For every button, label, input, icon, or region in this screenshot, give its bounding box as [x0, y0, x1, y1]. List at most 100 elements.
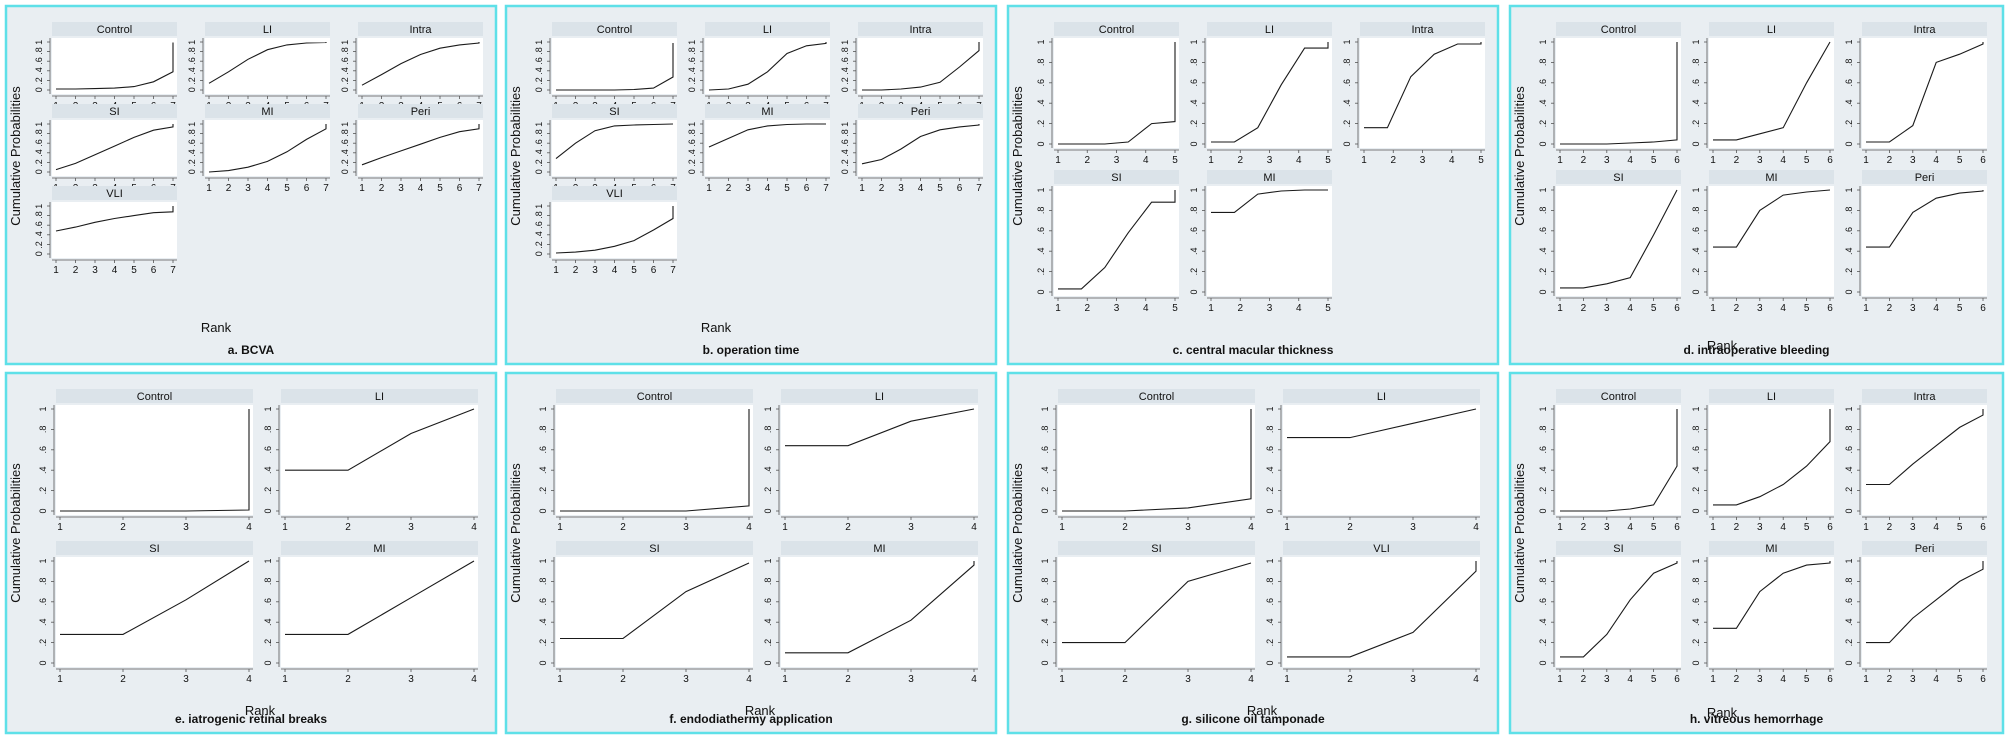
- x-tick-label: 1: [282, 674, 288, 685]
- series-line-peri: [861, 124, 980, 165]
- panel-a: Cumulative Probabilities a. BCVA Rank Contr…: [4, 4, 498, 366]
- y-tick-label: 0: [763, 660, 773, 665]
- subplot-title: LI: [763, 24, 772, 36]
- y-tick-label: 0: [1538, 289, 1548, 294]
- x-tick-label: 3: [1420, 155, 1426, 166]
- y-tick-label: .4: [1538, 618, 1548, 626]
- x-tick-label: 2: [1122, 674, 1128, 685]
- y-tick-label: .4: [1538, 466, 1548, 474]
- y-tick-label: 0: [538, 508, 548, 513]
- y-tick-label: 0: [1036, 141, 1046, 146]
- subplot-d-control: Control 0 .2 .4 .6 .8 1 1 2 3 4 5 6: [1538, 22, 1681, 166]
- x-tick-label: 1: [1557, 303, 1563, 314]
- y-tick-label: 1: [1265, 558, 1275, 563]
- y-tick-label: .2: [1691, 268, 1701, 276]
- y-tick-label: .4: [1691, 466, 1701, 474]
- y-tick-label: 0: [1691, 660, 1701, 665]
- y-tick-label: .8: [1538, 59, 1548, 67]
- panel-a-xlabel: Rank: [201, 320, 232, 335]
- y-tick-label: .6: [1538, 598, 1548, 606]
- subplot-title: LI: [375, 391, 384, 403]
- plot-area: [1054, 38, 1179, 148]
- plot-area: [1556, 557, 1681, 667]
- panel-c: Cumulative Probabilities c. central macul…: [1006, 4, 1500, 366]
- y-tick-label: .8: [1691, 59, 1701, 67]
- x-tick-label: 2: [1887, 522, 1893, 533]
- y-tick-label: .2: [538, 487, 548, 495]
- subplot-title: Intra: [1913, 24, 1936, 36]
- y-tick-label: 1: [1844, 406, 1854, 411]
- x-tick-label: 2: [1734, 303, 1740, 314]
- y-tick-label: .4: [1040, 466, 1050, 474]
- x-tick-label: 3: [1757, 155, 1763, 166]
- series-line-li: [1713, 409, 1831, 506]
- plot-area: [705, 120, 830, 176]
- subplot-h-intra: Intra 0 .2 .4 .6 .8 1 1 2 3 4 5 6: [1844, 389, 1987, 533]
- x-tick-label: 6: [151, 265, 157, 276]
- subplot-title: Control: [1601, 391, 1636, 403]
- y-tick-label: .8: [1189, 59, 1199, 67]
- series-line-control: [1062, 409, 1252, 512]
- series-line-control: [1560, 409, 1678, 512]
- y-tick-label: .4: [1265, 618, 1275, 626]
- x-tick-label: 5: [437, 183, 443, 194]
- y-tick-label: .2: [38, 487, 48, 495]
- series-line-intra: [862, 42, 980, 91]
- x-tick-label: 5: [1804, 674, 1810, 685]
- y-tick-label: .6: [1691, 79, 1701, 87]
- plot-area: [552, 120, 677, 176]
- y-tick-label: .8: [263, 578, 273, 586]
- plot-area: [1360, 38, 1485, 148]
- x-tick-label: 1: [1557, 155, 1563, 166]
- plot-area: [858, 38, 983, 94]
- x-tick-label: 1: [1284, 522, 1290, 533]
- subplot-title: Peri: [1915, 543, 1935, 555]
- y-tick-label: .4: [1538, 247, 1548, 255]
- x-tick-label: 3: [1604, 674, 1610, 685]
- panel-e-ylabel: Cumulative Probabilities: [8, 463, 23, 603]
- x-tick-label: 3: [1910, 303, 1916, 314]
- x-tick-label: 5: [1325, 155, 1331, 166]
- y-tick-label: .6: [1189, 79, 1199, 87]
- y-tick-label: 0: [263, 508, 273, 513]
- subplot-h-control: Control 0 .2 .4 .6 .8 1 1 2 3 4 5 6: [1538, 389, 1681, 533]
- y-tick-label: .4: [1342, 99, 1352, 107]
- y-tick-label: .6: [1265, 598, 1275, 606]
- subplot-title: SI: [1613, 172, 1623, 184]
- series-line-mi: [1713, 189, 1831, 248]
- x-tick-label: 4: [1627, 303, 1633, 314]
- x-tick-label: 2: [1390, 155, 1396, 166]
- x-tick-label: 2: [879, 183, 885, 194]
- y-tick-label: .4: [538, 466, 548, 474]
- panel-f-caption: f. endodiathermy application: [669, 712, 832, 726]
- subplot-strip: [858, 22, 983, 36]
- y-tick-label: .8: [1189, 207, 1199, 215]
- x-tick-label: 2: [726, 183, 732, 194]
- y-tick-label: .8: [1691, 426, 1701, 434]
- y-tick-label: .4: [1036, 247, 1046, 255]
- series-line-control: [1560, 42, 1678, 145]
- subplot-h-li: LI 0 .2 .4 .6 .8 1 1 2 3 4 5 6: [1691, 389, 1834, 533]
- x-tick-label: 7: [170, 265, 176, 276]
- subplot-title: Peri: [911, 106, 931, 118]
- x-tick-label: 3: [1185, 522, 1191, 533]
- x-tick-label: 1: [782, 522, 788, 533]
- y-tick-label: 1: [538, 406, 548, 411]
- x-tick-label: 4: [265, 183, 271, 194]
- y-tick-label: 1: [1691, 406, 1701, 411]
- y-tick-label: .4: [38, 618, 48, 626]
- y-tick-labels: 0 .2 .4 .6 .8 1: [534, 40, 544, 93]
- panel-b: Cumulative Probabilities b. operation tim…: [504, 4, 998, 366]
- panel-e: Cumulative Probabilities e. iatrogenic re…: [4, 371, 498, 735]
- subplot-title: SI: [1111, 172, 1121, 184]
- subplot-strip: [1058, 389, 1255, 403]
- y-tick-label: 0: [1036, 289, 1046, 294]
- y-tick-label: .6: [538, 446, 548, 454]
- y-tick-labels: 0 .2 .4 .6 .8 1: [34, 40, 44, 93]
- series-line-vli: [555, 206, 674, 254]
- y-tick-label: 0: [38, 660, 48, 665]
- y-tick-label: .2: [1538, 268, 1548, 276]
- y-tick-label: .6: [38, 598, 48, 606]
